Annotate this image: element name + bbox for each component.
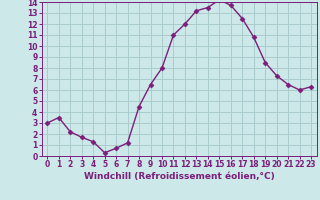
X-axis label: Windchill (Refroidissement éolien,°C): Windchill (Refroidissement éolien,°C) [84, 172, 275, 181]
